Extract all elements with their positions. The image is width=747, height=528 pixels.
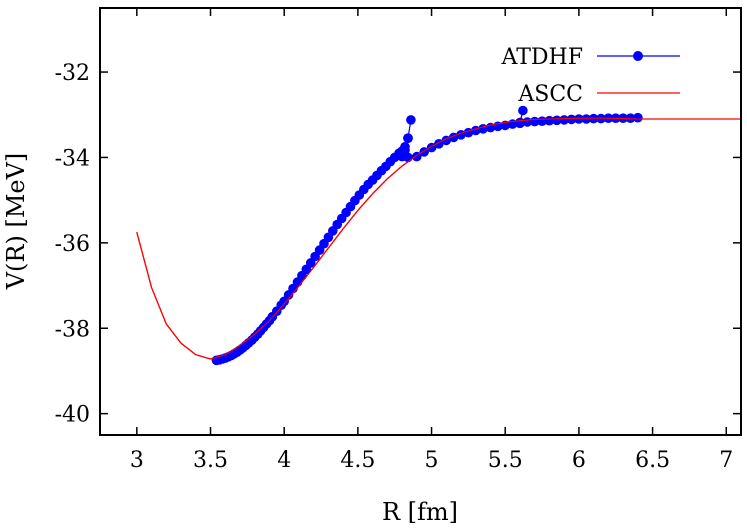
y-tick-label: -36 — [55, 232, 90, 257]
data-point-atdhf — [403, 152, 413, 163]
x-tick-label: 6 — [572, 448, 586, 473]
legend-label-atdhf: ATDHF — [501, 45, 583, 70]
series-line-ascc — [136, 117, 741, 360]
x-tick-label: 4 — [277, 448, 291, 473]
data-point-atdhf — [544, 115, 555, 126]
data-point-atdhf — [574, 114, 584, 124]
y-tick-label: -38 — [55, 317, 90, 342]
data-point-atdhf — [552, 115, 562, 126]
legend-marker-atdhf — [633, 51, 643, 61]
data-point-atdhf — [559, 115, 569, 125]
x-tick-label: 7 — [719, 448, 733, 473]
legend-label-ascc: ASCC — [517, 82, 583, 107]
legend: ATDHF ASCC — [501, 45, 680, 107]
data-point-atdhf — [581, 114, 592, 124]
x-tick-label: 5 — [425, 448, 439, 473]
x-tick-label: 5.5 — [488, 448, 523, 473]
series-layer — [136, 105, 741, 366]
x-tick-label: 3.5 — [193, 448, 228, 473]
y-tick-label: -32 — [55, 61, 90, 86]
y-axis-title: V(R) [MeV] — [2, 153, 30, 291]
x-tick-label: 6.5 — [635, 448, 670, 473]
y-tick-label: -34 — [55, 146, 90, 171]
data-point-atdhf — [518, 105, 528, 116]
plot-frame — [99, 7, 742, 436]
data-point-atdhf — [566, 114, 577, 125]
data-point-atdhf — [633, 112, 643, 123]
y-tick-label: -40 — [55, 403, 90, 428]
data-point-atdhf — [625, 113, 636, 123]
tick-layer: 3 3.5 4 4.5 5 5.5 6 6.5 7 -40 -38 -36 -34 -32 — [55, 8, 741, 473]
data-point-atdhf — [403, 133, 413, 143]
x-axis-title: R [fm] — [382, 498, 458, 526]
x-tick-label: 4.5 — [340, 448, 375, 473]
x-tick-label: 3 — [130, 448, 144, 473]
series-line-ascc-overlay — [136, 117, 741, 360]
data-point-atdhf — [406, 115, 416, 125]
